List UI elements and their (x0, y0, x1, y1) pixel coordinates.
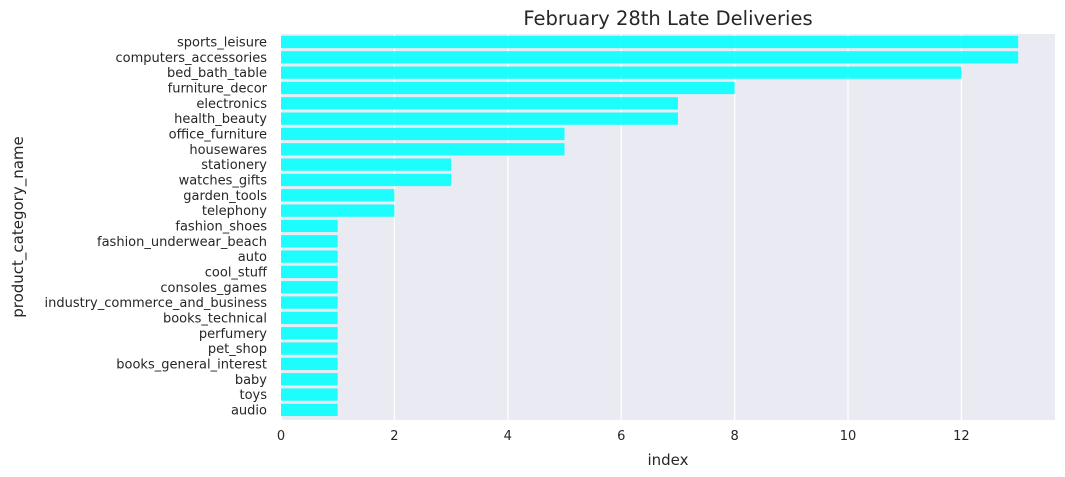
y-tick-label: watches_gifts (179, 173, 268, 188)
y-tick-label: office_furniture (169, 127, 267, 142)
x-tick-label: 12 (953, 429, 970, 444)
bar (281, 173, 452, 187)
y-tick-label: electronics (196, 97, 267, 112)
chart-title: February 28th Late Deliveries (523, 7, 812, 30)
bar (281, 81, 735, 95)
bars (281, 35, 1019, 417)
y-tick-label: audio (231, 403, 267, 418)
bar (281, 311, 338, 325)
y-tick-label: sports_leisure (177, 36, 267, 51)
x-tick-label: 10 (840, 429, 857, 444)
y-tick-label: furniture_decor (168, 81, 268, 96)
y-tick-label: fashion_underwear_beach (97, 235, 267, 250)
bar (281, 265, 338, 279)
bar (281, 250, 338, 263)
bar (281, 403, 338, 417)
bar (281, 204, 395, 217)
x-tick-label: 8 (730, 429, 738, 444)
y-tick-label: computers_accessories (116, 51, 268, 66)
x-tick-label: 6 (617, 429, 625, 444)
bar (281, 235, 338, 248)
y-tick-label: toys (239, 388, 267, 403)
bar (281, 327, 338, 340)
y-tick-label: pet_shop (208, 342, 267, 357)
bar (281, 97, 678, 110)
x-tick-label: 4 (504, 429, 512, 444)
bar (281, 296, 338, 309)
x-tick-label: 0 (277, 429, 285, 444)
bar (281, 388, 338, 401)
bar (281, 35, 1019, 49)
bar (281, 342, 338, 355)
y-tick-label: books_technical (163, 311, 267, 326)
y-tick-label: stationery (201, 158, 267, 173)
x-tick-labels: 0 2 4 6 8 10 12 (277, 429, 970, 444)
bar (281, 281, 338, 294)
y-tick-label: bed_bath_table (167, 66, 267, 81)
bar (281, 112, 678, 125)
y-tick-label: perfumery (199, 327, 267, 342)
y-tick-label: housewares (189, 143, 267, 158)
y-tick-label: auto (238, 250, 267, 265)
bar (281, 219, 338, 233)
y-axis-label: product_category_name (9, 136, 28, 318)
bar (281, 357, 338, 371)
y-tick-label: telephony (202, 204, 267, 219)
y-tick-label: fashion_shoes (175, 219, 267, 234)
bar (281, 189, 395, 202)
y-tick-label: consoles_games (160, 281, 267, 296)
x-tick-label: 2 (390, 429, 398, 444)
y-tick-label: books_general_interest (116, 357, 267, 372)
bar (281, 66, 962, 79)
y-tick-label: cool_stuff (205, 265, 268, 280)
bar (281, 143, 565, 156)
y-tick-labels: sports_leisurecomputers_accessoriesbed_b… (45, 36, 269, 419)
bar (281, 51, 1019, 64)
y-tick-label: garden_tools (183, 189, 267, 204)
bar (281, 127, 565, 141)
bar (281, 373, 338, 386)
y-tick-label: health_beauty (174, 112, 267, 127)
y-tick-label: industry_commerce_and_business (45, 296, 268, 311)
x-axis-label: index (647, 451, 688, 469)
bar (281, 158, 452, 171)
y-tick-label: baby (235, 373, 267, 388)
